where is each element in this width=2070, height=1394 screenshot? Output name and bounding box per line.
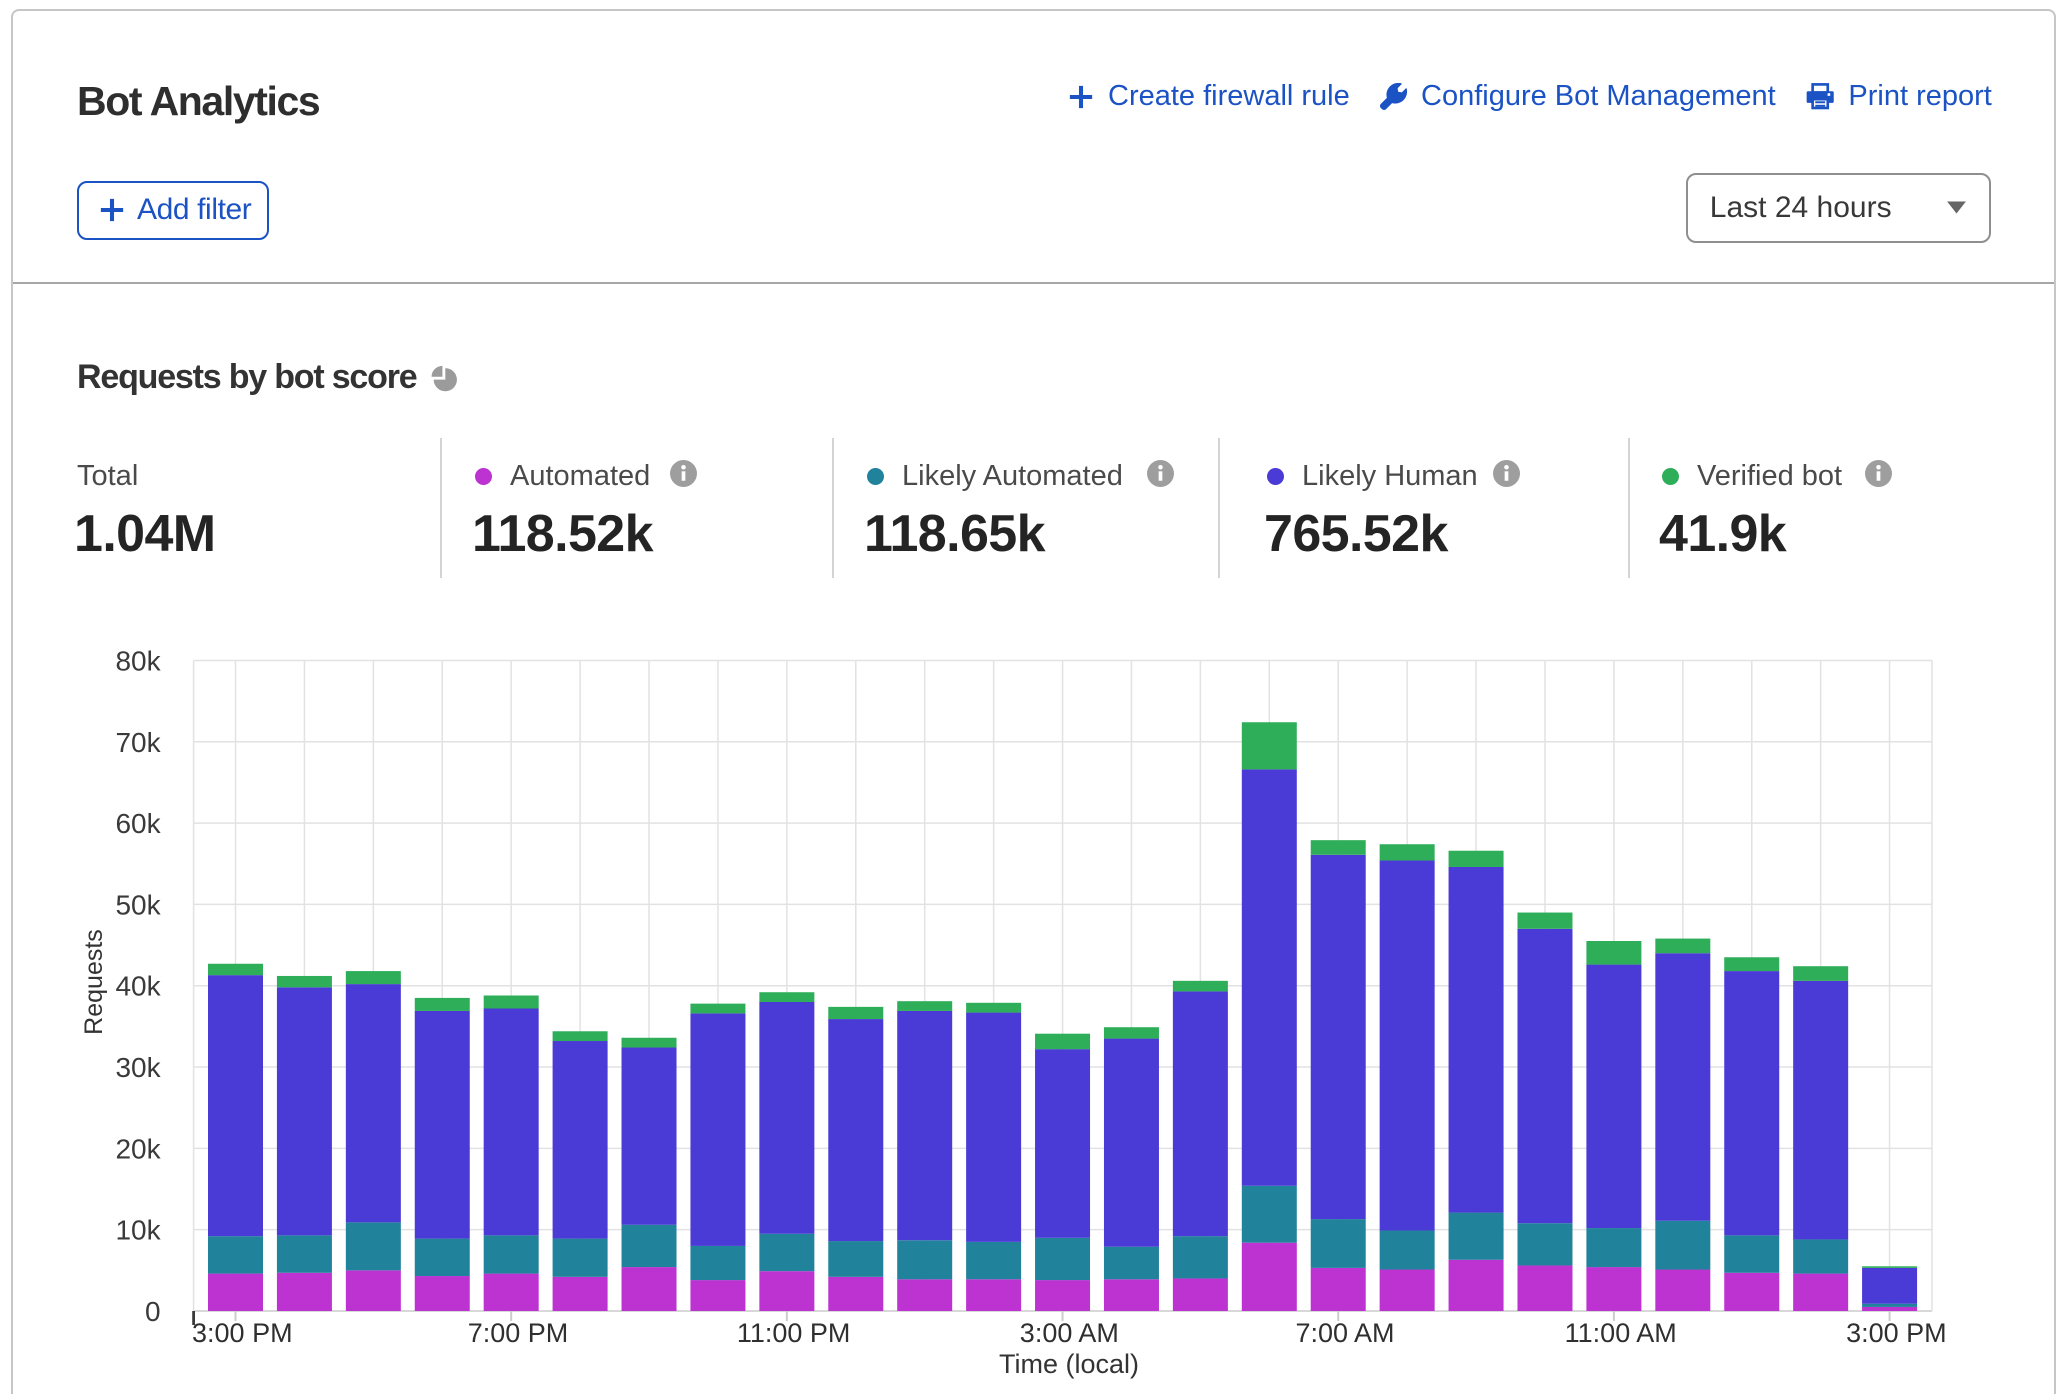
svg-text:11:00 AM: 11:00 AM xyxy=(1565,1318,1677,1348)
svg-text:7:00 PM: 7:00 PM xyxy=(468,1318,569,1348)
svg-text:70k: 70k xyxy=(115,727,161,758)
svg-text:Time (local): Time (local) xyxy=(999,1349,1139,1379)
svg-text:Requests: Requests xyxy=(80,929,108,1035)
svg-text:3:00 AM: 3:00 AM xyxy=(1020,1318,1119,1348)
svg-text:11:00 PM: 11:00 PM xyxy=(737,1318,851,1348)
svg-text:80k: 80k xyxy=(115,645,161,676)
svg-text:3:00 PM: 3:00 PM xyxy=(1846,1318,1947,1348)
svg-text:30k: 30k xyxy=(115,1052,161,1083)
svg-text:20k: 20k xyxy=(115,1133,161,1164)
svg-text:0: 0 xyxy=(145,1296,161,1327)
svg-text:40k: 40k xyxy=(115,971,161,1002)
svg-text:10k: 10k xyxy=(115,1215,161,1246)
svg-text:3:00 PM: 3:00 PM xyxy=(192,1318,293,1348)
svg-text:50k: 50k xyxy=(115,889,161,920)
svg-text:7:00 AM: 7:00 AM xyxy=(1295,1318,1394,1348)
svg-text:60k: 60k xyxy=(115,808,161,839)
